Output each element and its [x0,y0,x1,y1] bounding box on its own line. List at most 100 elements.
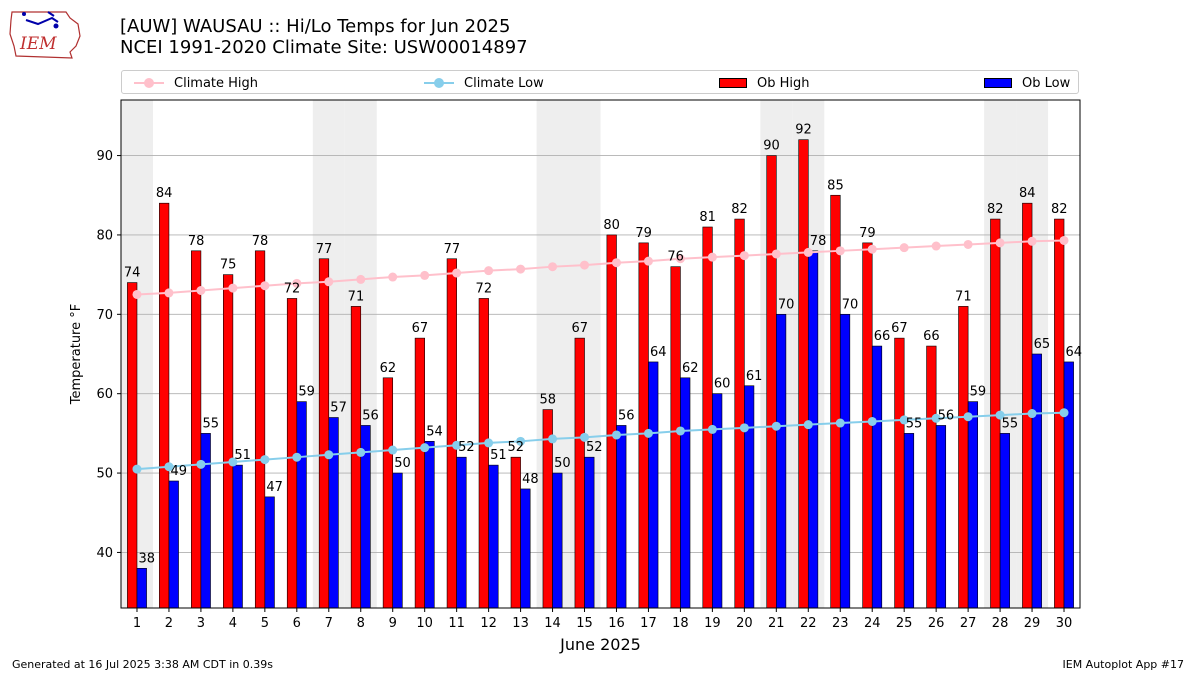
logo-text: IEM [20,34,57,54]
legend-label-climate-low: Climate Low [464,75,544,91]
ob-high-bar-26 [926,345,937,609]
ob-high-bar-11 [446,258,457,609]
climate-low-point-25 [899,415,909,425]
ob-high-label-10: 67 [412,321,429,336]
climate-low-point-24 [867,416,877,426]
ob-low-bar-12 [488,464,499,609]
x-tick-label-18: 18 [672,616,689,631]
x-tick-label-24: 24 [864,616,881,631]
climate-low-point-29 [1027,409,1037,419]
iem-logo: IEM [8,6,84,60]
climate-high-point-5 [260,281,270,291]
climate-low-point-6 [292,452,302,462]
ob-high-label-3: 78 [188,234,205,249]
ob-low-bar-2 [168,480,179,609]
y-tick-label-80: 80 [96,228,113,243]
ob-high-label-6: 72 [284,281,301,296]
ob-low-label-21: 70 [778,297,795,312]
legend-item-climate-low: Climate Low [424,74,544,92]
climate-high-point-4 [228,283,238,293]
ob-low-label-24: 66 [874,329,891,344]
climate-low-point-30 [1059,408,1069,418]
climate-low-point-13 [516,436,526,446]
ob-low-label-13: 48 [522,472,539,487]
ob-low-label-9: 50 [394,456,411,471]
climate-high-point-15 [580,260,590,270]
ob-low-label-19: 60 [714,377,731,392]
ob-high-bar-17 [638,242,649,609]
ob-high-label-18: 76 [667,250,684,265]
ob-high-label-8: 71 [348,289,365,304]
climate-low-point-22 [803,420,813,430]
ob-high-label-28: 82 [987,202,1004,217]
climate-low-point-16 [611,430,621,440]
ob-low-label-14: 50 [554,456,571,471]
ob-high-bar-10 [414,337,425,609]
ob-high-swatch [719,78,747,88]
x-tick-label-13: 13 [512,616,529,631]
data-labels: 74 38 84 49 78 55 75 51 78 47 72 59 77 57 71 56 62 50 67 54… [124,123,1082,567]
climate-low-point-10 [420,443,430,453]
ob-low-label-10: 54 [426,424,443,439]
ob-high-label-29: 84 [1019,186,1036,201]
ob-low-label-16: 56 [618,408,635,423]
climate-high-line [136,239,1065,296]
ob-low-label-5: 47 [266,480,283,495]
climate-high-point-24 [867,244,877,254]
grid-lines [121,155,1080,553]
x-tick-label-10: 10 [416,616,433,631]
x-tick-label-3: 3 [197,616,205,631]
ob-high-bar-12 [478,298,489,609]
climate-high-point-21 [771,249,781,259]
ob-high-bar-13 [510,456,521,609]
x-tick-label-15: 15 [576,616,593,631]
climate-high-point-10 [420,270,430,280]
x-tick-label-26: 26 [928,616,945,631]
ob-low-bar-27 [967,401,979,609]
iem-logo-graphic [9,11,81,59]
ob-low-bar-21 [776,314,787,609]
climate-low-point-20 [739,423,749,433]
ob-low-label-4: 51 [234,448,251,463]
x-tick-label-2: 2 [165,616,173,631]
legend-label-ob-low: Ob Low [1022,75,1071,91]
plot-frame [120,99,1081,609]
ob-high-label-14: 58 [539,393,556,408]
ob-low-bar-4 [232,464,243,609]
y-tick-label-60: 60 [96,387,113,402]
climate-low-point-2 [164,462,174,472]
climate-high-point-22 [803,247,813,257]
ob-low-bar-22 [807,250,819,609]
x-tick-label-20: 20 [736,616,753,631]
ob-low-bar-26 [935,425,947,609]
ob-low-label-26: 56 [938,408,955,423]
ob-low-label-29: 65 [1034,337,1051,352]
ob-low-bar-5 [264,496,275,609]
climate-high-swatch [134,76,164,90]
climate-low-point-21 [771,421,781,431]
ob-high-label-30: 82 [1051,202,1068,217]
ob-low-label-28: 55 [1002,416,1019,431]
x-tick-label-21: 21 [768,616,785,631]
ob-low-label-11: 52 [458,440,475,455]
climate-high-point-29 [1027,236,1037,246]
climate-high-point-12 [484,266,494,276]
ob-high-label-26: 66 [923,329,940,344]
y-tick-label-40: 40 [96,546,113,561]
climate-high-point-18 [675,254,685,264]
y-tick-label-90: 90 [96,149,113,164]
climate-low-point-12 [484,438,494,448]
legend-item-ob-low: Ob Low [984,74,1070,92]
x-tick-label-29: 29 [1024,616,1041,631]
ob-low-bar-23 [839,314,851,609]
ob-high-bar-25 [894,337,905,609]
ob-high-bar-16 [606,234,617,609]
ob-high-label-7: 77 [316,242,333,257]
x-tick-label-14: 14 [544,616,561,631]
climate-high-point-27 [963,239,973,249]
ob-low-label-27: 59 [970,385,987,400]
ob-low-label-6: 59 [298,385,315,400]
ob-low-label-20: 61 [746,369,763,384]
